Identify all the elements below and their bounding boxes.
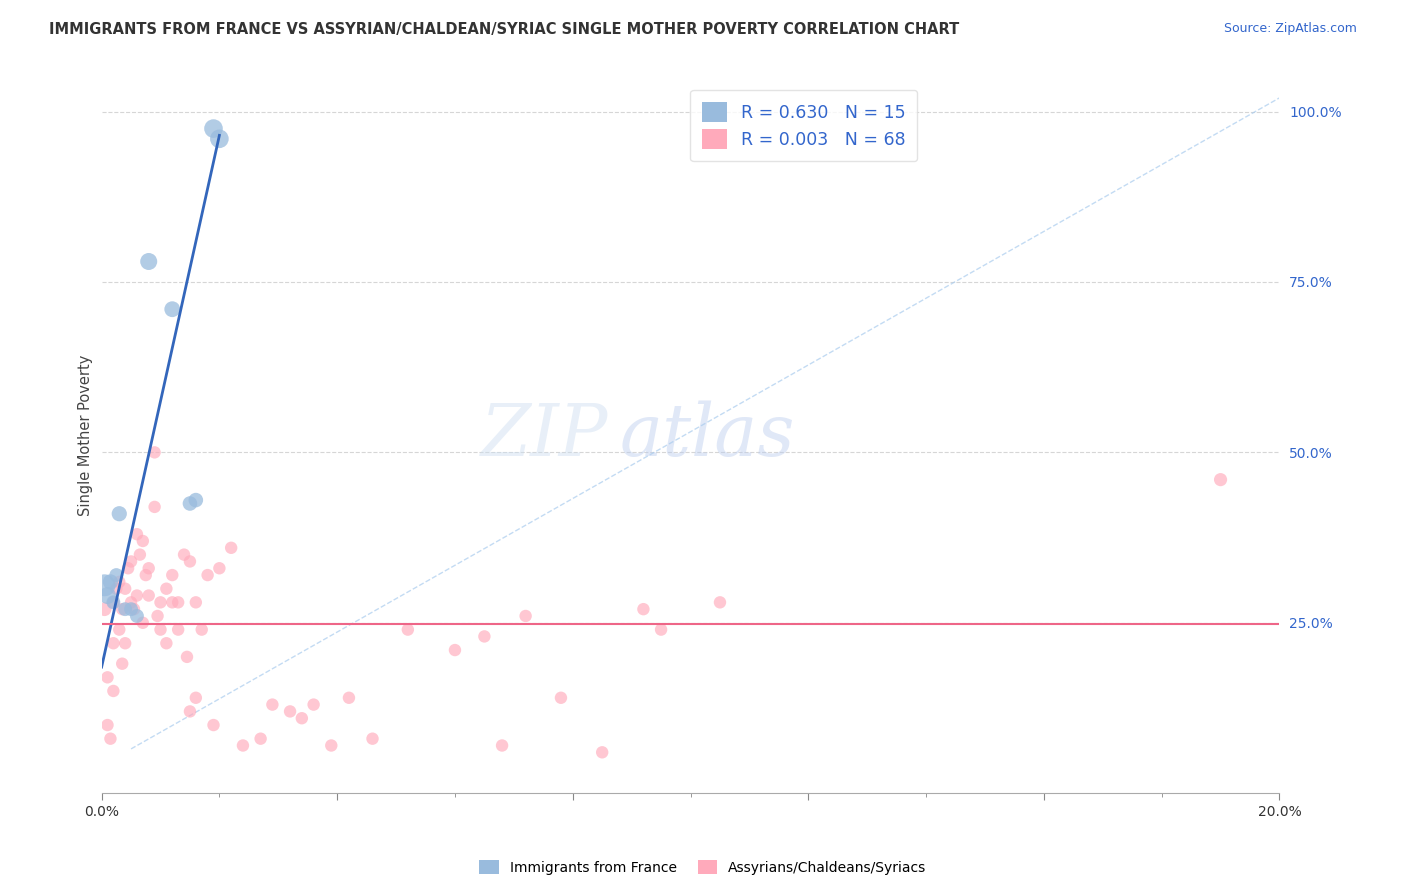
- Point: [232, 739, 254, 753]
- Point: [474, 629, 496, 643]
- Point: [1209, 473, 1232, 487]
- Point: [162, 568, 184, 582]
- Point: [100, 574, 122, 589]
- Point: [361, 731, 384, 746]
- Point: [100, 731, 122, 746]
- Point: [179, 554, 201, 568]
- Point: [103, 595, 125, 609]
- Text: atlas: atlas: [620, 400, 796, 471]
- Point: [143, 445, 166, 459]
- Point: [146, 609, 169, 624]
- Point: [262, 698, 284, 712]
- Point: [103, 595, 125, 609]
- Point: [120, 595, 142, 609]
- Point: [396, 623, 419, 637]
- Point: [155, 582, 177, 596]
- Point: [167, 595, 190, 609]
- Point: [103, 636, 125, 650]
- Point: [291, 711, 314, 725]
- Point: [120, 554, 142, 568]
- Point: [162, 595, 184, 609]
- Point: [162, 302, 184, 317]
- Legend: R = 0.630   N = 15, R = 0.003   N = 68: R = 0.630 N = 15, R = 0.003 N = 68: [690, 90, 917, 161]
- Point: [96, 589, 118, 603]
- Point: [179, 496, 201, 510]
- Point: [591, 745, 613, 759]
- Point: [302, 698, 325, 712]
- Point: [114, 636, 136, 650]
- Point: [515, 609, 537, 624]
- Text: IMMIGRANTS FROM FRANCE VS ASSYRIAN/CHALDEAN/SYRIAC SINGLE MOTHER POVERTY CORRELA: IMMIGRANTS FROM FRANCE VS ASSYRIAN/CHALD…: [49, 22, 959, 37]
- Point: [219, 541, 242, 555]
- Point: [650, 623, 672, 637]
- Point: [125, 589, 148, 603]
- Point: [135, 568, 157, 582]
- Point: [114, 582, 136, 596]
- Point: [108, 623, 131, 637]
- Point: [111, 657, 134, 671]
- Point: [184, 690, 207, 705]
- Point: [138, 254, 160, 268]
- Point: [202, 718, 225, 732]
- Point: [108, 507, 131, 521]
- Point: [190, 623, 212, 637]
- Point: [444, 643, 467, 657]
- Point: [138, 561, 160, 575]
- Point: [105, 568, 128, 582]
- Point: [184, 493, 207, 508]
- Point: [93, 602, 115, 616]
- Point: [550, 690, 572, 705]
- Point: [197, 568, 219, 582]
- Point: [337, 690, 360, 705]
- Point: [125, 609, 148, 624]
- Point: [96, 670, 118, 684]
- Point: [128, 548, 150, 562]
- Y-axis label: Single Mother Poverty: Single Mother Poverty: [79, 355, 93, 516]
- Point: [108, 574, 131, 589]
- Point: [184, 595, 207, 609]
- Point: [120, 602, 142, 616]
- Point: [149, 623, 172, 637]
- Point: [155, 636, 177, 650]
- Point: [96, 718, 118, 732]
- Point: [105, 582, 128, 596]
- Point: [278, 705, 301, 719]
- Point: [176, 649, 198, 664]
- Point: [202, 121, 225, 136]
- Point: [111, 602, 134, 616]
- Point: [167, 623, 190, 637]
- Text: Source: ZipAtlas.com: Source: ZipAtlas.com: [1223, 22, 1357, 36]
- Point: [249, 731, 271, 746]
- Point: [491, 739, 513, 753]
- Point: [132, 615, 155, 630]
- Point: [93, 578, 115, 592]
- Point: [179, 705, 201, 719]
- Point: [709, 595, 731, 609]
- Point: [173, 548, 195, 562]
- Point: [122, 602, 145, 616]
- Point: [208, 561, 231, 575]
- Point: [125, 527, 148, 541]
- Text: ZIP: ZIP: [481, 400, 607, 471]
- Point: [321, 739, 343, 753]
- Point: [114, 602, 136, 616]
- Point: [103, 684, 125, 698]
- Point: [143, 500, 166, 514]
- Point: [138, 589, 160, 603]
- Point: [208, 132, 231, 146]
- Legend: Immigrants from France, Assyrians/Chaldeans/Syriacs: Immigrants from France, Assyrians/Chalde…: [474, 855, 932, 880]
- Point: [117, 561, 139, 575]
- Point: [132, 533, 155, 548]
- Point: [633, 602, 655, 616]
- Point: [149, 595, 172, 609]
